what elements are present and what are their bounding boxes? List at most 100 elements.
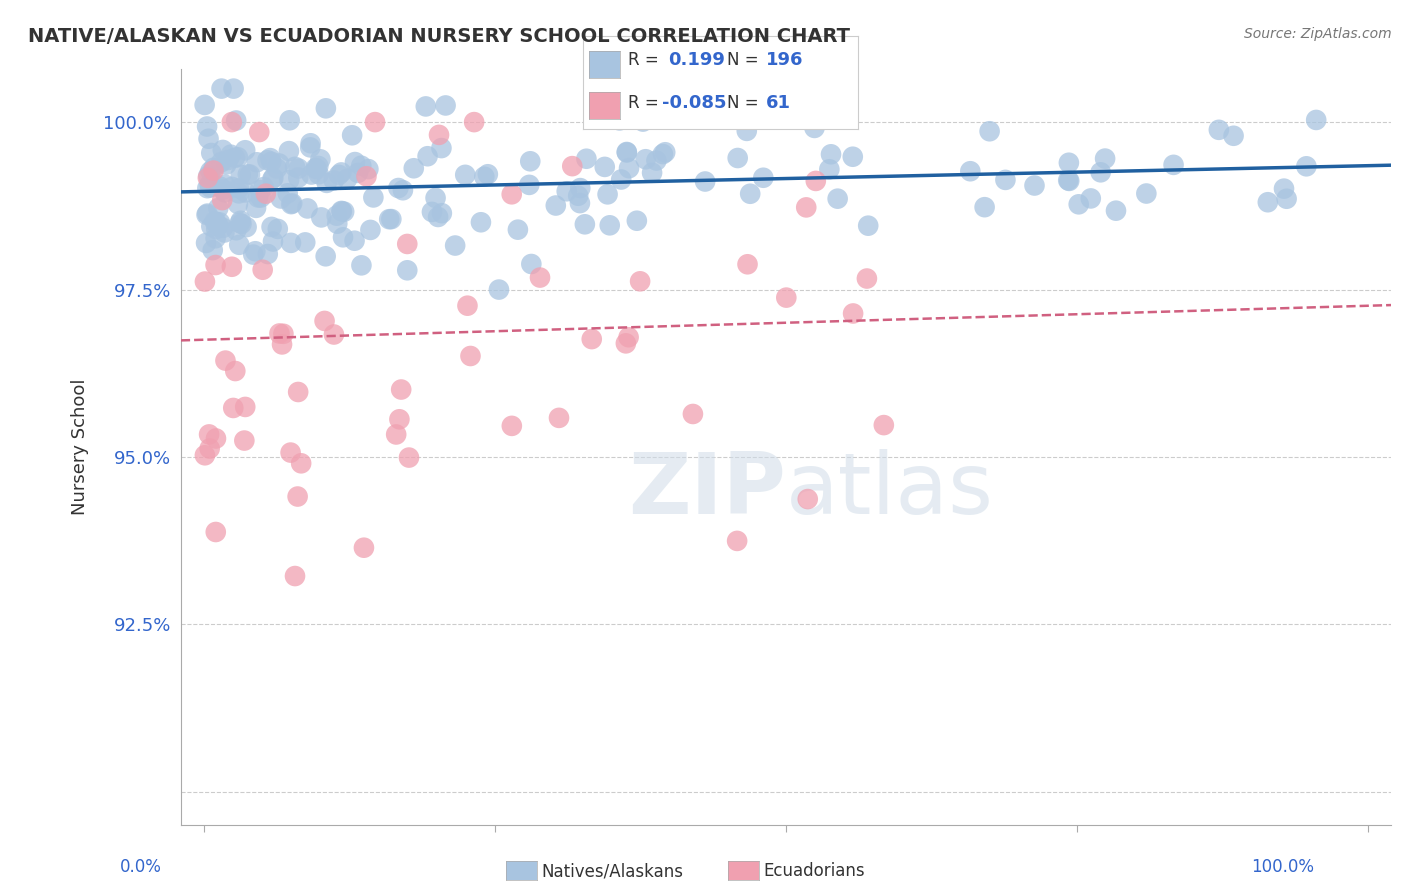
Point (200, 146, 222, 161)
Point (297, 202, 319, 216)
Point (378, 212, 401, 227)
Text: 61: 61 (766, 94, 792, 112)
Point (979, 124, 1001, 138)
Point (224, 151, 246, 165)
Point (280, 197, 302, 211)
Point (420, 205, 443, 219)
Point (252, 262, 274, 277)
Point (211, 193, 233, 207)
Point (568, 196, 591, 211)
Point (575, 152, 598, 166)
Point (277, 144, 299, 158)
Point (201, 243, 224, 257)
Point (197, 170, 219, 185)
Point (245, 244, 267, 259)
Point (269, 326, 291, 341)
Point (229, 213, 252, 227)
Point (233, 434, 256, 448)
Point (204, 214, 226, 228)
Point (260, 219, 283, 234)
Point (328, 168, 350, 182)
Point (202, 161, 225, 175)
Point (231, 217, 253, 231)
Point (380, 212, 402, 227)
Point (256, 247, 278, 261)
Point (1080, 191, 1102, 205)
Point (249, 191, 271, 205)
Point (425, 191, 447, 205)
Point (569, 181, 592, 195)
Point (278, 173, 301, 187)
Point (266, 161, 288, 176)
Point (280, 445, 302, 459)
Point (208, 215, 231, 229)
Text: Ecuadorians: Ecuadorians (763, 863, 865, 880)
Point (207, 201, 229, 215)
Point (305, 161, 328, 176)
Point (561, 159, 583, 173)
Point (1163, 158, 1185, 172)
Point (198, 442, 221, 456)
Point (357, 162, 380, 177)
Point (740, 186, 762, 201)
Point (1275, 192, 1298, 206)
Point (304, 161, 326, 176)
Point (387, 181, 409, 195)
Point (1222, 128, 1244, 143)
Point (221, 260, 243, 274)
Point (245, 201, 267, 215)
Point (804, 174, 827, 188)
Point (278, 113, 301, 128)
Point (544, 198, 567, 212)
Point (430, 206, 453, 220)
Point (645, 153, 668, 168)
Point (200, 180, 222, 194)
Point (444, 238, 467, 252)
Point (332, 230, 354, 244)
Text: 0.0%: 0.0% (120, 858, 162, 876)
Point (301, 168, 323, 182)
Point (616, 145, 638, 160)
Point (1057, 155, 1080, 169)
Point (211, 143, 233, 157)
Point (616, 145, 638, 159)
Point (225, 223, 247, 237)
Point (398, 450, 420, 465)
Point (235, 186, 257, 200)
Text: 0.199: 0.199 (668, 51, 724, 69)
Point (247, 125, 270, 139)
Point (796, 491, 818, 506)
Point (727, 151, 749, 165)
Point (270, 192, 292, 206)
Point (396, 236, 419, 251)
Point (1208, 123, 1230, 137)
Point (281, 196, 304, 211)
Point (195, 208, 218, 222)
Point (294, 235, 316, 250)
Point (336, 171, 359, 186)
Point (477, 167, 499, 181)
Point (472, 169, 495, 184)
Point (416, 149, 439, 163)
Point (208, 179, 231, 194)
Point (205, 432, 228, 446)
Point (842, 150, 865, 164)
Point (389, 383, 412, 397)
Point (820, 147, 842, 161)
Point (555, 184, 578, 198)
Point (256, 153, 278, 168)
Text: 196: 196 (766, 51, 804, 69)
Point (228, 181, 250, 195)
Point (501, 187, 523, 202)
Point (212, 182, 235, 196)
Point (228, 186, 250, 201)
Point (277, 186, 299, 201)
Text: ZIP: ZIP (628, 449, 786, 532)
Point (427, 128, 450, 142)
Point (308, 167, 330, 181)
Point (195, 206, 218, 220)
Point (463, 115, 485, 129)
Point (229, 216, 252, 230)
Point (194, 448, 217, 462)
Text: Source: ZipAtlas.com: Source: ZipAtlas.com (1244, 27, 1392, 41)
